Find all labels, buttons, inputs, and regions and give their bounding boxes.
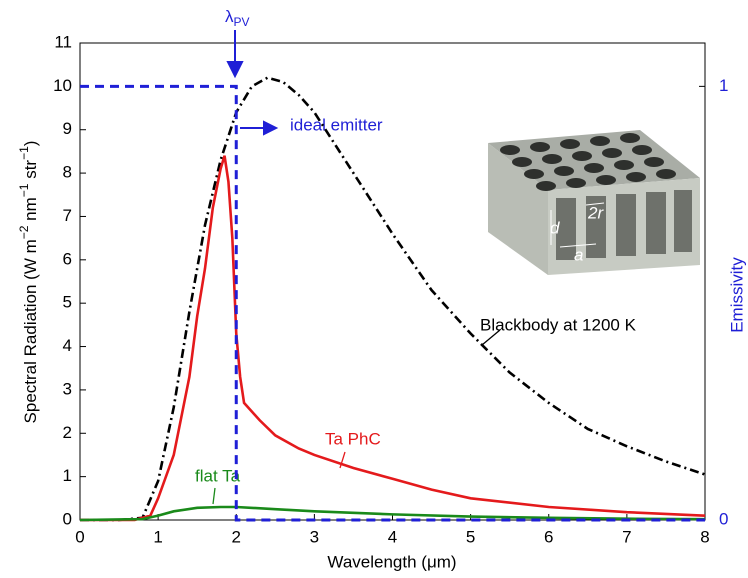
- inset: [488, 130, 700, 275]
- y-label-sup: −1: [17, 146, 31, 160]
- y-axis-label: Spectral Radiation (W m−2 nm−1 str−1): [17, 141, 40, 424]
- series-label: Blackbody at 1200 K: [480, 315, 637, 334]
- y-tick-label: 8: [63, 163, 72, 182]
- y-tick-label: 5: [63, 293, 72, 312]
- series-label: Ta PhC: [325, 429, 381, 448]
- inset-label: a: [574, 245, 583, 264]
- annotation: λPV: [225, 7, 250, 29]
- x-tick-label: 0: [75, 527, 84, 546]
- y-label-part: Spectral Radiation (W m: [21, 239, 40, 423]
- y2-tick-label: 0: [719, 509, 728, 528]
- y-label-part: nm: [21, 197, 40, 225]
- series-label: flat Ta: [195, 466, 241, 485]
- y-label-sup: −1: [17, 183, 31, 197]
- y-tick-label: 9: [63, 119, 72, 138]
- x-tick-label: 2: [232, 527, 241, 546]
- x-tick-label: 6: [544, 527, 553, 546]
- y-tick-label: 4: [63, 336, 72, 355]
- inset-label: 2r: [587, 203, 604, 222]
- y-tick-label: 2: [63, 423, 72, 442]
- inset-label: d: [550, 218, 560, 237]
- series-line: [80, 76, 706, 522]
- arrows: [226, 30, 279, 136]
- y2-tick-label: 1: [719, 76, 728, 95]
- y-tick-label: 3: [63, 379, 72, 398]
- series-line: [80, 155, 706, 522]
- y2-axis-label: Emissivity: [727, 257, 746, 333]
- y-label-part: ): [21, 141, 40, 147]
- x-tick-label: 7: [622, 527, 631, 546]
- y-tick-label: 1: [63, 466, 72, 485]
- x-tick-label: 3: [310, 527, 319, 546]
- annotation-main: λ: [225, 7, 234, 26]
- y-tick-label: 11: [54, 32, 72, 51]
- y-tick-label: 0: [63, 509, 72, 528]
- y-tick-label: 7: [63, 206, 72, 225]
- y-label-part: str: [21, 160, 40, 184]
- y-label-sup: −2: [17, 225, 31, 239]
- y-tick-label: 10: [53, 76, 72, 95]
- series-label: ideal emitter: [290, 115, 383, 134]
- x-tick-label: 4: [388, 527, 397, 546]
- x-tick-label: 8: [700, 527, 709, 546]
- leaders: [212, 329, 501, 505]
- y-tick-label: 6: [63, 249, 72, 268]
- series-line: [79, 505, 706, 522]
- x-tick-label: 1: [153, 527, 162, 546]
- x-tick-label: 5: [466, 527, 475, 546]
- series-line: [80, 84, 705, 522]
- x-axis-label: Wavelength (μm): [327, 552, 456, 571]
- annotation-sub: PV: [234, 15, 250, 29]
